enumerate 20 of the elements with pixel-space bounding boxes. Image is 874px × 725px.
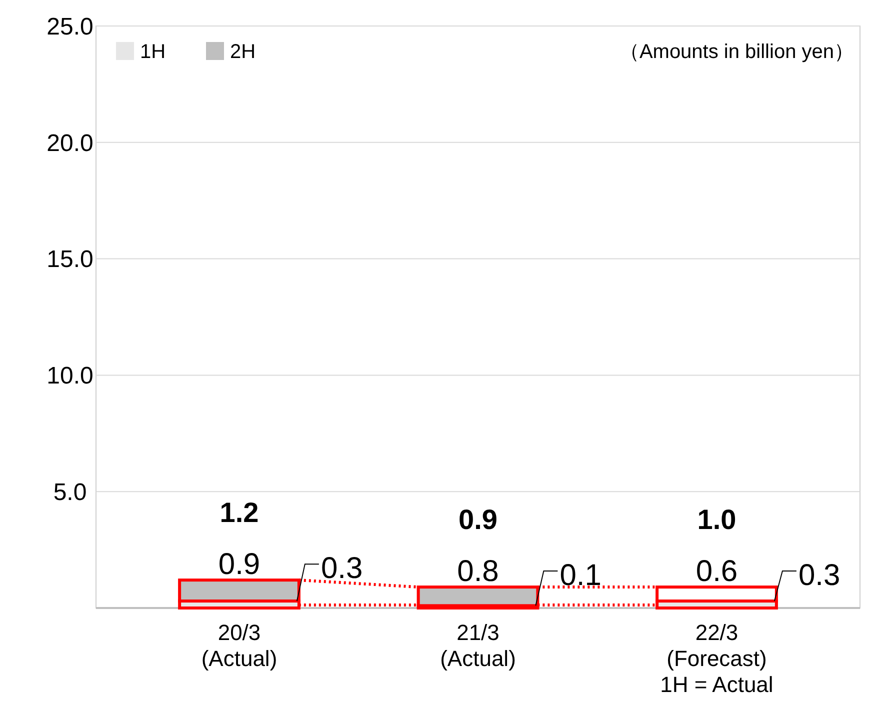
x-tick-label: 22/3 (Forecast) 1H = Actual: [660, 620, 774, 697]
legend-label: 1H: [140, 41, 166, 63]
legend-label: 2H: [230, 41, 256, 63]
total-label: 1.0: [697, 504, 736, 536]
data-label: 0.3: [798, 559, 840, 592]
y-tick-label: 15.0: [46, 246, 94, 274]
x-tick-label: 21/3 (Actual): [440, 620, 516, 671]
y-tick-label: 20.0: [46, 130, 94, 157]
y-tick-label: 25.0: [46, 13, 94, 40]
x-tick-label: 20/3 (Actual): [201, 620, 278, 671]
annotation: （Amounts in billion yen）: [619, 41, 854, 63]
y-tick-label: 5.0: [53, 479, 87, 506]
total-label: 0.9: [458, 504, 498, 536]
data-label: 0.8: [457, 555, 499, 588]
y-tick-label: 10.0: [46, 362, 94, 390]
total-label: 1.2: [220, 497, 259, 528]
data-label: 0.9: [218, 548, 260, 582]
data-label: 0.6: [696, 555, 738, 588]
data-label: 0.3: [320, 552, 363, 586]
data-label: 0.1: [560, 559, 602, 592]
